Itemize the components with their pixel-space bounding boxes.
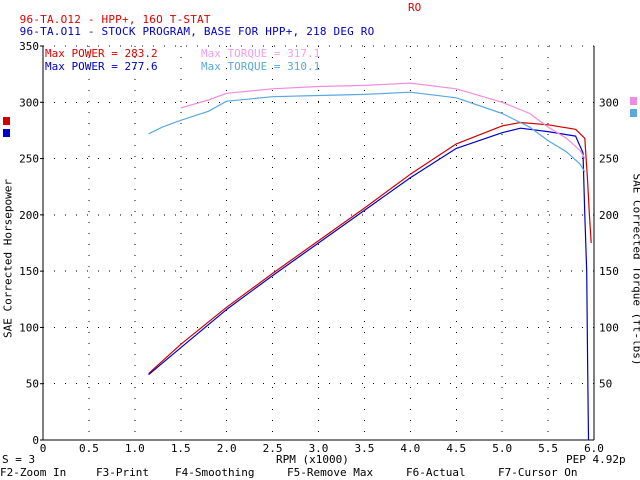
y-tick-label-right: 150	[599, 265, 619, 278]
torque-run2-marker	[630, 109, 637, 117]
header-line-2-text: 96-TA.O11 - STOCK PROGRAM, BASE FOR HPP+…	[19, 25, 375, 38]
fkey-remove-max[interactable]: F5-Remove Max	[287, 466, 374, 479]
y-tick-label-left: 250	[19, 153, 39, 166]
y-tick-label-right: 200	[599, 209, 619, 222]
x-tick-label: 3.5	[354, 442, 374, 455]
chart-legend: Max POWER = 283.2 Max TORQUE = 317.1 Max P…	[45, 47, 320, 73]
fkey-print[interactable]: F3-Print	[96, 466, 149, 479]
x-axis-title: RPM (x1000)	[276, 453, 349, 466]
fkey-zoom-in[interactable]: F2-Zoom In	[0, 466, 67, 479]
x-tick-label: 4.5	[446, 442, 466, 455]
chart-ticks: 0 50 100 150 200 250 300 350 300 250 200 150 100 50 0 0…	[19, 40, 619, 455]
chart-side-markers	[3, 97, 637, 137]
function-key-bar: F2-Zoom In F3-Print F4-Smoothing F5-Remo…	[0, 466, 640, 480]
x-tick-label: 1.0	[125, 442, 145, 455]
x-tick-label: 5.0	[492, 442, 512, 455]
y-tick-label-right: 100	[599, 321, 619, 334]
y-tick-label-right: 250	[599, 153, 619, 166]
y-axis-right-title: SAE Corrected Torque (ft-lbs)	[630, 173, 640, 366]
y-tick-label-right: 50	[599, 378, 612, 391]
header-line-1-text: 96-TA.O12 - HPP+, 16O T-STAT	[19, 13, 211, 26]
y-tick-label-left: 100	[19, 321, 39, 334]
y-tick-label-right: 300	[599, 96, 619, 109]
x-tick-label: 5.5	[538, 442, 558, 455]
series-line	[148, 121, 592, 375]
y-tick-label-left: 300	[19, 96, 39, 109]
x-tick-label: 2.5	[263, 442, 283, 455]
fkey-smoothing[interactable]: F4-Smoothing	[175, 466, 255, 479]
dyno-chart: 0 50 100 150 200 250 300 350 300 250 200 150 100 50 0 0…	[3, 40, 637, 455]
header-line-2: 96-TA.O11 - STOCK PROGRAM, BASE FOR HPP+…	[6, 14, 375, 38]
legend-entry: Max POWER = 283.2	[45, 47, 158, 60]
legend-entry: Max TORQUE = 310.1	[201, 60, 320, 73]
header-line-1-tag: RO	[408, 1, 422, 14]
series-line	[148, 127, 590, 441]
legend-entry: Max POWER = 277.6	[45, 60, 158, 73]
legend-entry: Max TORQUE = 317.1	[201, 47, 320, 60]
y-tick-label-left: 0	[32, 434, 39, 447]
y-tick-label-left: 350	[19, 40, 39, 53]
fkey-actual[interactable]: F6-Actual	[406, 466, 466, 479]
header-line-1: 96-TA.O12 - HPP+, 16O T-STAT	[6, 2, 211, 26]
x-tick-label: 3.0	[309, 442, 329, 455]
power-run1-marker	[3, 117, 10, 125]
y-tick-label-left: 50	[26, 378, 39, 391]
y-tick-label-left: 150	[19, 265, 39, 278]
series-line	[148, 91, 586, 173]
fkey-cursor-on[interactable]: F7-Cursor On	[498, 466, 578, 479]
x-tick-label: 0.5	[79, 442, 99, 455]
series-line	[180, 82, 586, 159]
y-axis-left-title: SAE Corrected Horsepower	[1, 179, 15, 338]
smoothing-status: S = 3	[2, 453, 36, 466]
x-tick-label: 2.0	[217, 442, 237, 455]
x-tick-label: 1.5	[171, 442, 191, 455]
x-tick-label: 4.0	[400, 442, 420, 455]
torque-run1-marker	[630, 97, 637, 105]
chart-series	[148, 82, 592, 441]
x-tick-label: 0	[40, 442, 47, 455]
power-run2-marker	[3, 129, 10, 137]
pep-status: PEP 4.92p	[566, 453, 626, 466]
x-tick-label: 6.0	[584, 442, 604, 455]
chart-frame	[42, 46, 595, 441]
y-tick-label-left: 200	[19, 209, 39, 222]
